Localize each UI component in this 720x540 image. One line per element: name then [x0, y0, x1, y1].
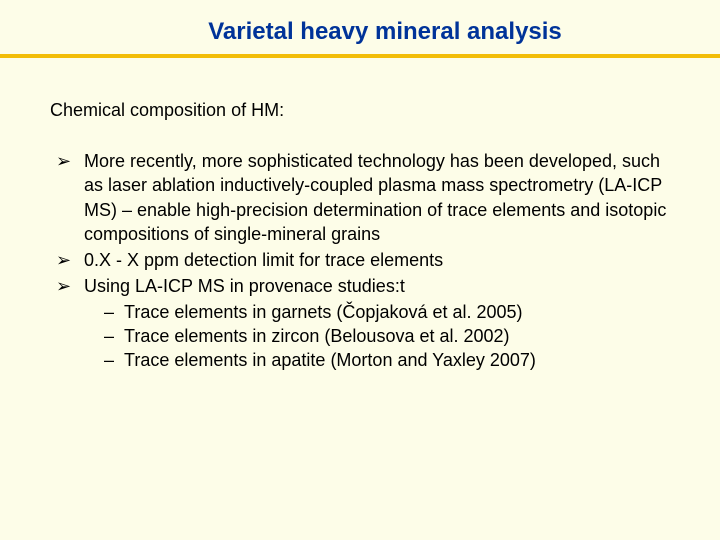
sub-bullet-text: Trace elements in zircon (Belousova et a…: [124, 326, 510, 346]
slide: Varietal heavy mineral analysis Chemical…: [0, 0, 720, 540]
sub-bullet-item: Trace elements in garnets (Čopjaková et …: [104, 300, 680, 324]
sub-bullet-text: Trace elements in apatite (Morton and Ya…: [124, 350, 536, 370]
sub-bullet-list: Trace elements in garnets (Čopjaková et …: [84, 300, 680, 373]
sub-bullet-item: Trace elements in zircon (Belousova et a…: [104, 324, 680, 348]
bullet-item: More recently, more sophisticated techno…: [56, 149, 680, 246]
bullet-item: 0.X - X ppm detection limit for trace el…: [56, 248, 680, 272]
bullet-item: Using LA-ICP MS in provenace studies:t T…: [56, 274, 680, 372]
sub-bullet-text: Trace elements in garnets (Čopjaková et …: [124, 302, 523, 322]
sub-bullet-item: Trace elements in apatite (Morton and Ya…: [104, 348, 680, 372]
bullet-text: 0.X - X ppm detection limit for trace el…: [84, 250, 443, 270]
title-underline: [0, 54, 720, 58]
slide-title: Varietal heavy mineral analysis: [50, 18, 680, 46]
bullet-text: More recently, more sophisticated techno…: [84, 151, 666, 244]
bullet-list: More recently, more sophisticated techno…: [50, 149, 680, 373]
slide-subtitle: Chemical composition of HM:: [50, 100, 680, 121]
bullet-text: Using LA-ICP MS in provenace studies:t: [84, 276, 405, 296]
